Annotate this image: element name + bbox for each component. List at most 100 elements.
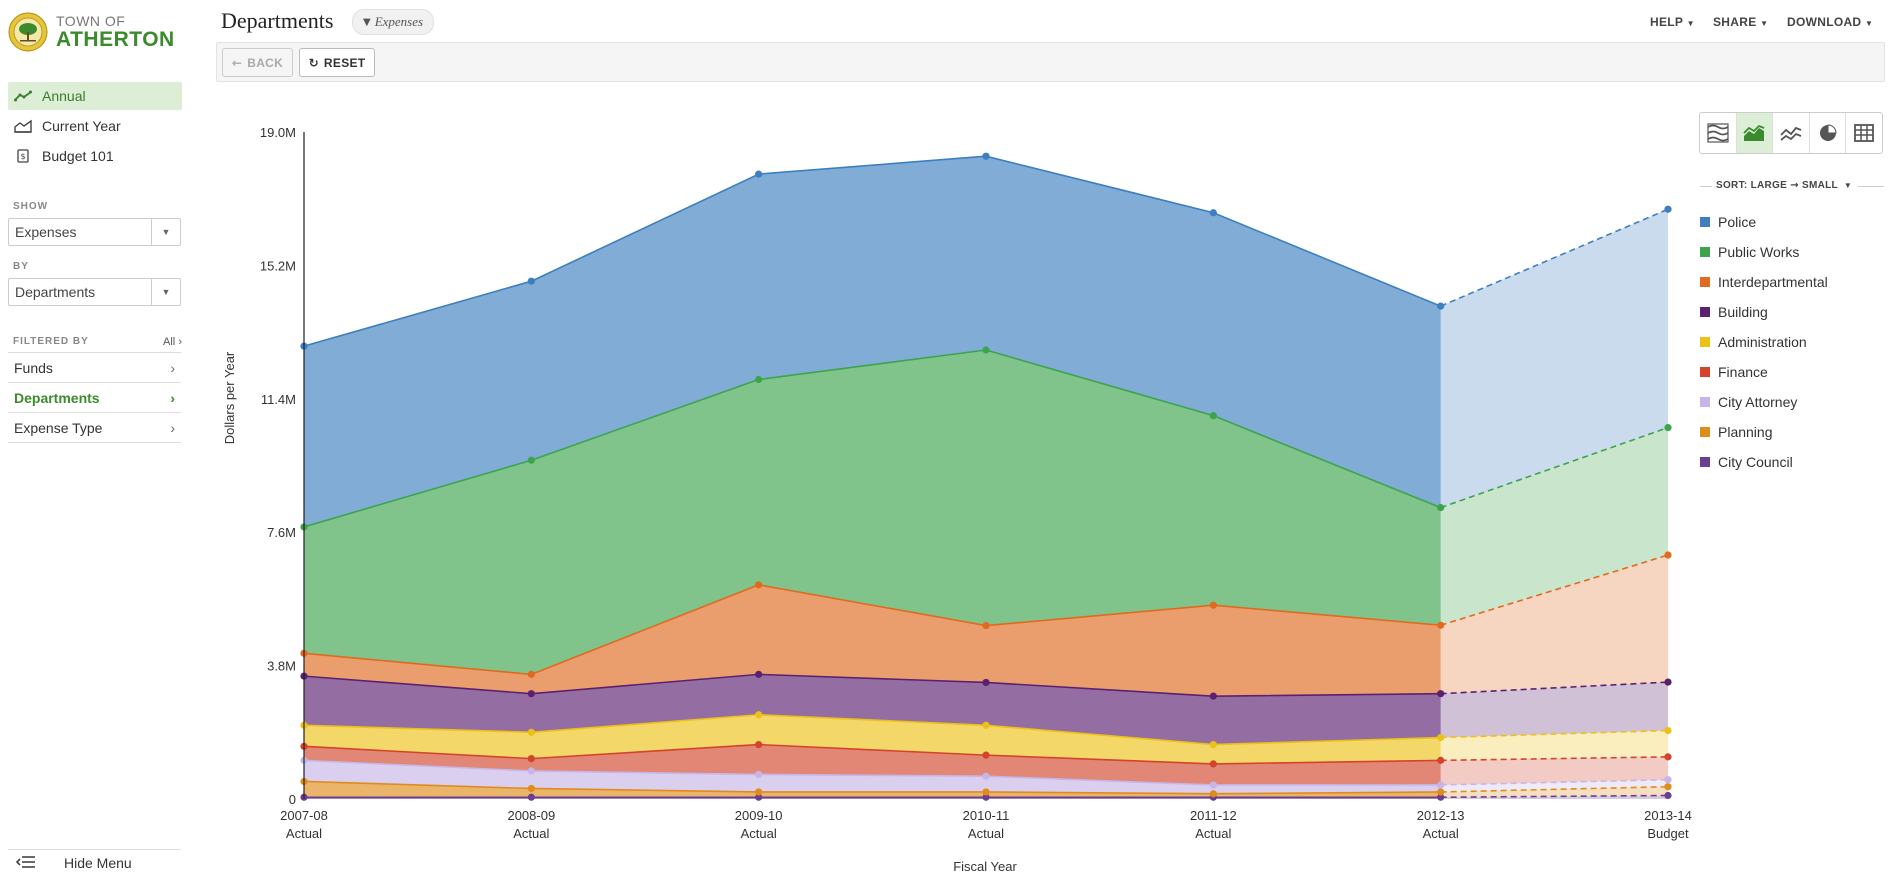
by-select-value: Departments <box>15 284 96 300</box>
download-menu[interactable]: DOWNLOAD ▼ <box>1787 15 1873 29</box>
series-line-projected-administration <box>1440 729 1669 739</box>
chevron-right-icon: › <box>170 419 175 436</box>
by-select[interactable]: Departments ▼ <box>8 278 181 306</box>
legend-item-city-attorney[interactable]: City Attorney <box>1700 387 1828 417</box>
help-menu[interactable]: HELP ▼ <box>1650 15 1695 29</box>
town-logo[interactable]: TOWN OF ATHERTON <box>8 12 175 52</box>
data-point-police <box>1209 209 1217 217</box>
sort-label: SORT: LARGE → SMALL ▼ <box>1716 180 1852 191</box>
divider <box>1700 186 1712 187</box>
caret-down-icon: ▼ <box>1686 19 1695 28</box>
filter-all-link[interactable]: All › <box>163 336 182 348</box>
legend-swatch <box>1700 337 1710 347</box>
data-point-interdepartmental <box>755 581 763 589</box>
data-point-police <box>527 277 535 285</box>
filter-item-label: Departments <box>14 389 100 406</box>
line-chart-icon <box>1780 126 1802 141</box>
view-area-button[interactable] <box>1736 113 1774 153</box>
legend-item-planning[interactable]: Planning <box>1700 417 1828 447</box>
series-line-projected-public-works <box>1440 426 1669 509</box>
share-menu[interactable]: SHARE ▼ <box>1713 15 1768 29</box>
data-point-city-attorney <box>1664 776 1672 784</box>
legend-item-city-council[interactable]: City Council <box>1700 447 1828 477</box>
legend-item-interdepartmental[interactable]: Interdepartmental <box>1700 267 1828 297</box>
filter-item-label: Funds <box>14 359 53 376</box>
filter-pill[interactable]: ▼ Expenses <box>352 9 435 35</box>
legend-item-finance[interactable]: Finance <box>1700 357 1828 387</box>
area-public-works <box>1440 427 1668 626</box>
data-point-police <box>1664 205 1672 213</box>
data-point-administration <box>1664 726 1672 735</box>
town-seal-icon <box>8 12 48 52</box>
legend-item-building[interactable]: Building <box>1700 297 1828 327</box>
filter-item-expense-type[interactable]: Expense Type › <box>8 413 181 443</box>
chevron-right-icon: › <box>178 336 182 348</box>
hide-menu-label: Hide Menu <box>64 854 132 871</box>
line-chart-icon <box>14 89 32 103</box>
hide-menu-button[interactable]: Hide Menu <box>8 849 181 875</box>
show-label: SHOW <box>13 201 49 212</box>
data-point-city-attorney <box>755 770 763 779</box>
nav-item-current-year[interactable]: Current Year <box>8 112 182 140</box>
divider <box>1858 186 1884 187</box>
sort-control[interactable]: SORT: LARGE → SMALL ▼ <box>1700 180 1884 194</box>
data-point-public-works <box>1209 412 1217 420</box>
nav-item-annual[interactable]: Annual <box>8 82 182 110</box>
data-point-administration <box>982 721 990 729</box>
legend-swatch <box>1700 397 1710 407</box>
area-planning <box>1440 786 1668 798</box>
legend-label: Interdepartmental <box>1718 274 1828 290</box>
data-point-planning <box>1664 783 1672 791</box>
data-point-administration <box>1209 740 1217 749</box>
data-point-planning <box>755 788 763 796</box>
data-point-planning <box>982 788 990 796</box>
data-point-city-council <box>1437 793 1445 801</box>
series-line-projected-city-attorney <box>1440 778 1669 786</box>
caret-down-icon: ▼ <box>151 279 180 305</box>
area-administration <box>304 714 1441 764</box>
legend-swatch <box>1700 247 1710 257</box>
x-axis-title: Fiscal Year <box>953 859 1017 874</box>
data-point-police <box>982 152 990 160</box>
nav-item-budget-101[interactable]: $ Budget 101 <box>8 142 182 170</box>
legend-item-public-works[interactable]: Public Works <box>1700 237 1828 267</box>
data-point-city-attorney <box>1209 781 1217 789</box>
view-stacked-button[interactable] <box>1700 113 1737 153</box>
data-point-police <box>755 170 763 178</box>
legend-item-police[interactable]: Police <box>1700 207 1828 237</box>
main-nav: Annual Current Year $ Budget 101 <box>8 82 182 172</box>
series-line-interdepartmental <box>303 584 1441 676</box>
series-line-administration <box>303 713 1441 746</box>
show-select[interactable]: Expenses ▼ <box>8 218 181 246</box>
data-point-police <box>1437 302 1445 310</box>
chart-type-switcher <box>1699 112 1883 154</box>
area-police <box>304 156 1441 527</box>
legend-label: Public Works <box>1718 244 1800 260</box>
chevron-right-icon: › <box>170 389 175 406</box>
logo-town-of: TOWN OF <box>56 13 126 29</box>
x-tick-label: 2009-10 <box>735 808 783 823</box>
download-label: DOWNLOAD <box>1787 15 1862 29</box>
sort-label-small: SMALL <box>1801 180 1838 191</box>
reset-button-label: RESET <box>323 55 366 70</box>
legend-label: Police <box>1718 214 1757 230</box>
view-table-button[interactable] <box>1846 113 1882 153</box>
view-pie-button[interactable] <box>1810 113 1847 153</box>
filter-item-funds[interactable]: Funds › <box>8 353 181 383</box>
data-point-building <box>1209 692 1217 700</box>
sort-arrow-icon: → <box>1790 180 1799 191</box>
view-line-button[interactable] <box>1773 113 1810 153</box>
x-tick-label: 2013-14 <box>1644 808 1692 823</box>
sidebar: TOWN OF ATHERTON Annual Current Year $ B… <box>0 0 190 874</box>
x-tick-label: 2010-11 <box>963 808 1010 823</box>
reset-button[interactable]: ↻ RESET <box>299 48 375 77</box>
data-point-interdepartmental <box>1437 621 1445 629</box>
area-interdepartmental <box>304 584 1441 697</box>
back-button[interactable]: ← BACK <box>222 48 293 77</box>
series-line-finance <box>303 743 1441 765</box>
x-tick-sublabel: Budget <box>1647 826 1689 841</box>
toolbar: ← BACK ↻ RESET <box>216 42 1885 82</box>
logo-town-name: ATHERTON <box>56 28 175 51</box>
legend-item-administration[interactable]: Administration <box>1700 327 1828 357</box>
filter-item-departments[interactable]: Departments › <box>8 383 181 413</box>
